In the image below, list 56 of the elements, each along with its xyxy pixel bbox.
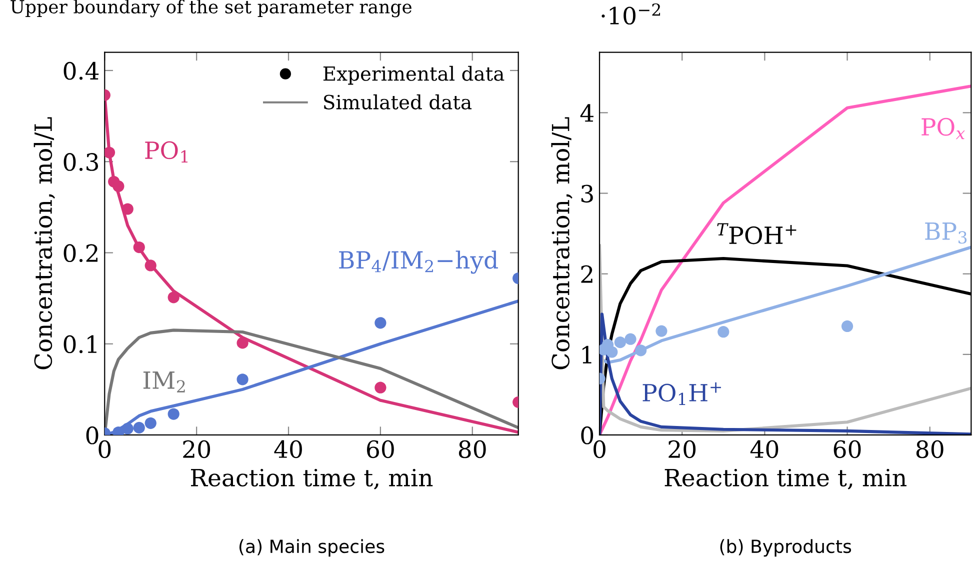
point: [112, 180, 124, 192]
series-label: BP$_{3}$: [925, 222, 967, 244]
x-tick-label: 20: [183, 440, 210, 458]
point: [614, 336, 626, 348]
point: [236, 337, 248, 349]
point: [104, 146, 116, 158]
point: [133, 422, 145, 434]
y-tick-label: 0: [581, 426, 594, 444]
y-axis-title: Concentration, mol/L: [34, 117, 55, 370]
text: (a) Main species: [239, 539, 384, 557]
series-label: PO$_{1}$: [145, 141, 188, 163]
point: [133, 241, 145, 254]
series-label: BP$_{4}$/IM$_{2}$−hyd: [339, 250, 498, 274]
y-tick-label: 0.3: [64, 153, 98, 171]
x-tick-label: 60: [367, 440, 394, 458]
y-tick-label: 0.4: [64, 62, 99, 80]
x-tick-label: 80: [916, 440, 944, 458]
x-tick-label: 20: [668, 440, 696, 458]
point: [144, 260, 156, 272]
point: [606, 346, 618, 358]
point: [236, 374, 248, 386]
x-tick-label: 40: [750, 440, 778, 458]
series-label: $^{T}$POH$^{+}$: [717, 223, 796, 244]
point: [656, 325, 668, 337]
y-tick-label: 0.1: [64, 335, 96, 354]
point: [168, 292, 180, 304]
y-tick-label: 1: [582, 346, 592, 364]
point: [718, 326, 730, 338]
series-label: PO$_{1}$H$^{+}$: [642, 382, 721, 405]
series-label: PO$_{x}$: [922, 118, 965, 140]
annotation: Simulated data: [324, 94, 472, 110]
x-axis-title: Reaction time t, min: [664, 468, 906, 490]
y-tick-label: 0.2: [64, 244, 98, 262]
point: [168, 408, 180, 420]
x-tick-label: 60: [834, 440, 861, 458]
y-tick-label: 2: [581, 265, 592, 283]
y-tick-label: 4: [580, 104, 594, 122]
point: [122, 422, 134, 434]
x-tick-label: 40: [274, 440, 302, 458]
x-tick-label: 0: [98, 440, 111, 458]
series-label: IM$_{2}$: [143, 371, 185, 392]
point: [144, 417, 156, 429]
x-tick-label: 80: [458, 440, 486, 458]
text: Upper boundary of the set parameter range: [10, 0, 412, 18]
point: [841, 320, 854, 332]
x-tick-label: 0: [594, 440, 606, 458]
x-axis-title: Reaction time t, min: [191, 468, 433, 490]
y-tick-label: 0: [86, 426, 98, 444]
text: ·10$^{−2}$: [602, 3, 660, 25]
text: (b) Byproducts: [720, 539, 852, 557]
point: [634, 344, 647, 356]
point: [624, 333, 636, 345]
y-tick-label: 3: [581, 184, 593, 203]
y-axis-title: Concentration, mol/L: [551, 117, 572, 370]
annotation: Experimental data: [323, 66, 504, 85]
point: [122, 203, 134, 215]
